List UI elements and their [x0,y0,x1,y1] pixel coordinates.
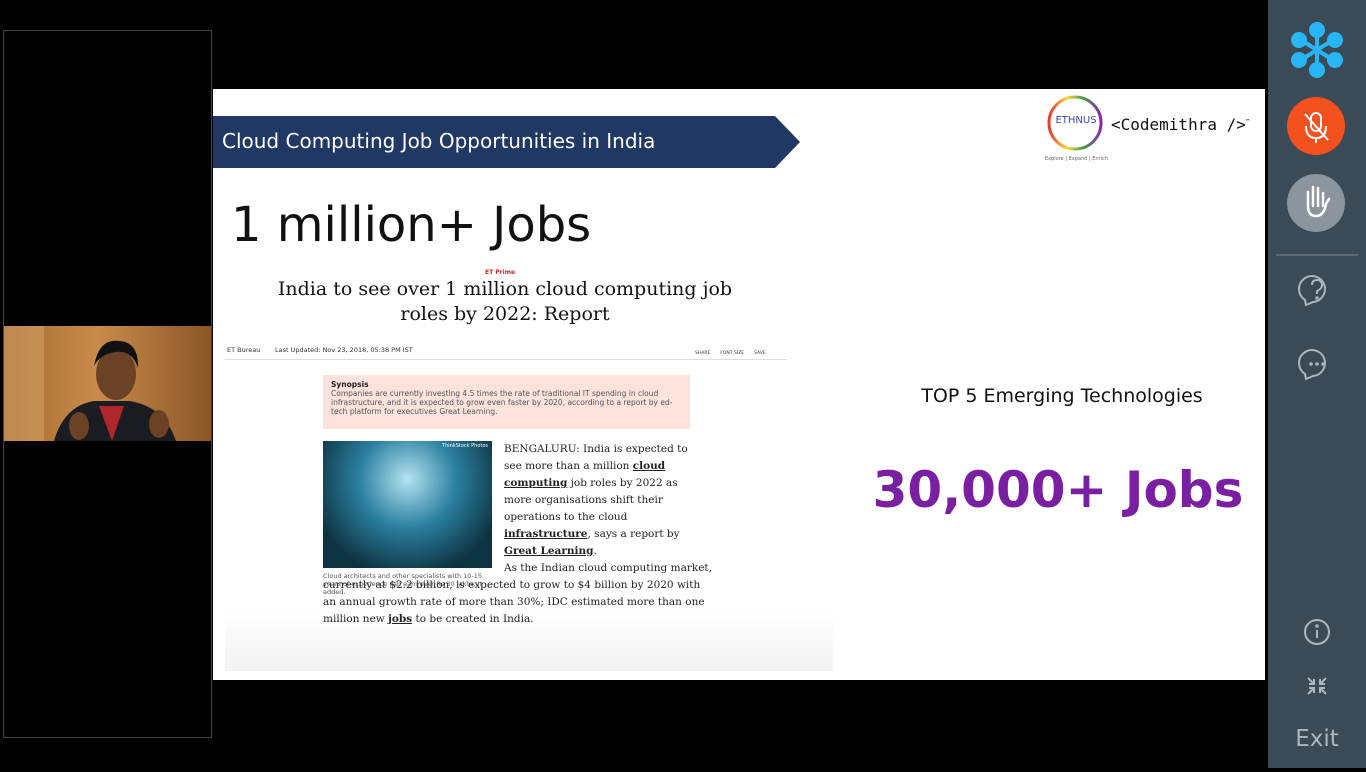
headline: 1 million+ Jobs [231,197,592,253]
title-banner [213,116,800,168]
webcam-video [4,326,211,441]
info-button[interactable] [1304,619,1330,645]
article-text: As the Indian cloud computing market, cu… [323,562,712,625]
article-screenshot: ET Prime India to see over 1 million clo… [225,269,833,671]
stat: 30,000+ Jobs [872,461,1244,519]
presentation-slide: Cloud Computing Job Opportunities in Ind… [213,89,1265,680]
article-text: BENGALURU: India is expected to see more… [504,443,688,472]
exit-button[interactable]: Exit [1295,726,1339,752]
article-link[interactable]: Great Learning [504,545,594,557]
article-tool[interactable]: SHARE [695,351,711,356]
article-text: , says a report by [587,528,680,540]
photo-credit: ThinkStock Photos [442,443,488,449]
article-paragraph: As the Indian cloud computing market, cu… [323,560,713,628]
brand-name: <Codemithra /> [1111,115,1246,134]
sidebar: Exit [1268,0,1366,768]
article-link[interactable]: cloud computing [504,460,666,489]
article-link[interactable]: jobs [388,613,413,625]
help-button[interactable] [1298,275,1326,307]
article-paragraph: BENGALURU: India is expected to see more… [504,441,694,560]
brand: <Codemithra />™ [1111,115,1249,134]
webcam-figure [4,326,176,441]
article-text: job roles by 2022 as more organisations … [504,477,678,523]
article-text: to be created in India. [412,613,534,625]
brand-mark: ™ [1245,118,1250,126]
article-photo: ThinkStock Photos [323,441,492,568]
raise-hand-button[interactable] [1287,174,1345,232]
chat-button[interactable] [1298,349,1326,381]
subheading: TOP 5 Emerging Technologies [921,385,1203,407]
mute-button[interactable] [1287,97,1345,155]
banner-title: Cloud Computing Job Opportunities in Ind… [222,129,656,153]
minimize-button[interactable] [1307,677,1327,695]
article-title: India to see over 1 million cloud comput… [277,278,733,325]
byline: ET Bureau [227,346,261,354]
synopsis-box: Synopsis Companies are currently investi… [323,375,690,429]
article-tool[interactable]: SAVE [754,351,766,356]
synopsis-label: Synopsis [331,380,369,389]
article-text: . [593,545,597,557]
last-updated: Last Updated: Nov 23, 2018, 05:38 PM IST [275,346,413,354]
participant-tile [3,30,212,738]
logo-tagline: Explore | Expand | Enrich [1045,156,1108,162]
article-link[interactable]: infrastructure [504,528,588,540]
divider [225,359,787,360]
ethnus-logo-ring [1047,95,1103,151]
app-logo [1291,22,1343,78]
article-source: ET Prime [485,269,516,276]
synopsis-text: Companies are currently investing 4.5 ti… [331,389,673,416]
article-tool[interactable]: FONT SIZE [720,351,745,356]
logo-text: ETHNUS [1055,115,1097,126]
sidebar-icons [1276,22,1358,695]
article-tools: SHARE FONT SIZE SAVE [695,341,766,356]
photo-caption: Cloud architects and other specialists w… [323,572,483,596]
